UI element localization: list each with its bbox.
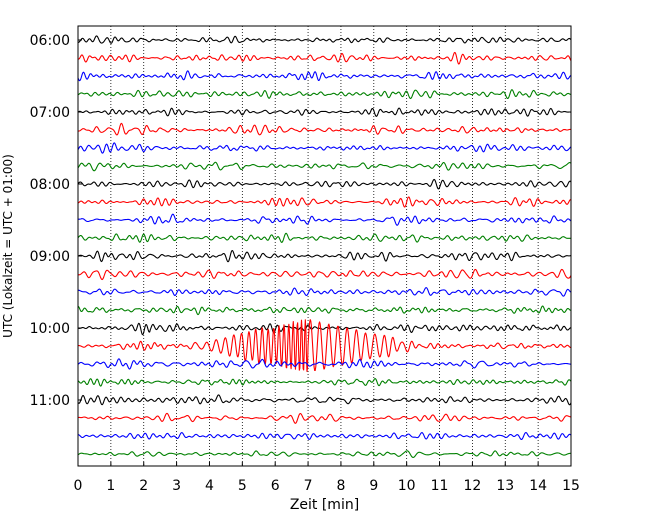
y-tick-label-1: 07:00 — [30, 105, 70, 121]
y-tick-label-5: 11:00 — [30, 393, 70, 409]
plot-frame — [77, 25, 572, 467]
y-tick-label-0: 06:00 — [30, 33, 70, 49]
plot-area — [78, 26, 571, 466]
x-axis-ticks: 0 1 2 3 4 5 6 7 8 9 10 11 12 13 14 15 — [74, 462, 580, 494]
trace-row-12 — [77, 250, 572, 263]
x-axis-label: Zeit [min] — [290, 497, 359, 513]
x-tick-label-15: 15 — [562, 478, 580, 494]
trace-row-4 — [77, 107, 572, 117]
x-tick-label-9: 9 — [369, 478, 378, 494]
trace-row-5 — [77, 122, 572, 136]
trace-row-8 — [77, 178, 572, 190]
x-tick-label-13: 13 — [496, 478, 514, 494]
trace-row-3 — [77, 89, 572, 100]
trace-row-11 — [77, 232, 572, 243]
trace-row-9 — [77, 196, 572, 208]
trace-row-14 — [77, 287, 572, 297]
x-tick-label-2: 2 — [139, 478, 148, 494]
trace-row-21 — [77, 412, 572, 424]
grid-lines — [110, 26, 539, 466]
x-tick-label-10: 10 — [398, 478, 416, 494]
x-tick-label-1: 1 — [106, 478, 115, 494]
y-tick-label-3: 09:00 — [30, 249, 70, 265]
x-tick-label-14: 14 — [529, 478, 547, 494]
trace-row-22 — [77, 432, 572, 440]
trace-row-17 — [77, 319, 571, 372]
x-tick-label-11: 11 — [431, 478, 449, 494]
trace-row-1 — [77, 51, 572, 65]
trace-row-2 — [77, 70, 572, 82]
x-tick-label-8: 8 — [336, 478, 345, 494]
seismic-traces — [77, 35, 572, 458]
x-tick-label-0: 0 — [74, 478, 83, 494]
x-tick-label-12: 12 — [463, 478, 481, 494]
y-axis-label: UTC (Lokalzeit = UTC + 01:00) — [1, 154, 15, 338]
trace-row-19 — [77, 378, 572, 387]
trace-row-20 — [77, 394, 572, 406]
trace-row-6 — [77, 142, 572, 154]
trace-row-18 — [77, 358, 572, 370]
trace-row-23 — [77, 450, 572, 458]
x-tick-label-7: 7 — [304, 478, 313, 494]
y-axis-ticks: 06:00 07:00 08:00 09:00 10:00 11:00 — [30, 33, 82, 409]
x-tick-label-5: 5 — [238, 478, 247, 494]
y-tick-label-4: 10:00 — [30, 321, 70, 337]
trace-row-0 — [77, 35, 572, 44]
trace-row-16 — [78, 322, 572, 336]
x-tick-label-6: 6 — [271, 478, 280, 494]
x-tick-label-3: 3 — [172, 478, 181, 494]
trace-row-7 — [77, 161, 572, 172]
y-tick-label-2: 08:00 — [30, 177, 70, 193]
trace-row-10 — [78, 213, 572, 226]
trace-row-15 — [77, 305, 572, 316]
trace-row-13 — [77, 268, 572, 281]
x-tick-label-4: 4 — [205, 478, 214, 494]
